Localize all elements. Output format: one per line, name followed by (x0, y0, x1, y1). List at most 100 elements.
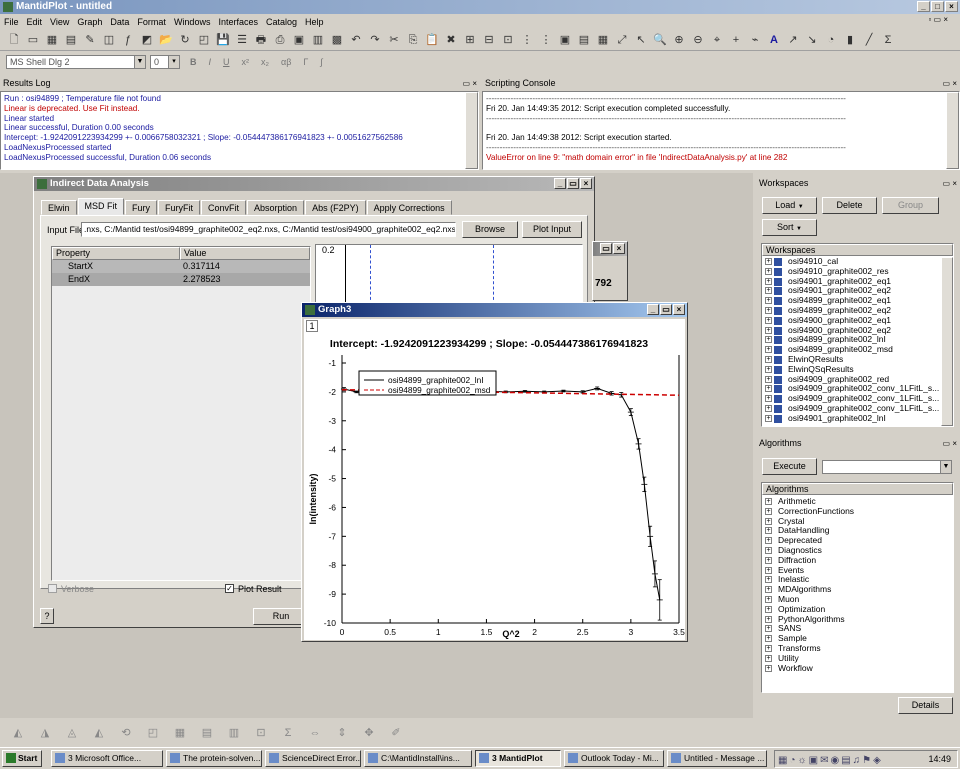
preview-endx-marker[interactable] (493, 245, 494, 305)
algorithm-category[interactable]: + CorrectionFunctions (762, 506, 953, 517)
results-log-scrollbar[interactable] (465, 92, 478, 169)
workspace-item[interactable]: + osi94899_graphite002_eq1 (762, 295, 940, 306)
restore-button[interactable]: ▭ (567, 178, 579, 189)
menu-file[interactable]: File (4, 16, 19, 27)
expand-icon[interactable]: + (765, 556, 772, 564)
menu-graph[interactable]: Graph (77, 16, 103, 27)
algorithm-category[interactable]: + MDAlgorithms (762, 584, 953, 595)
line-tool-icon[interactable]: ↘ (807, 33, 817, 46)
expand-icon[interactable]: + (765, 404, 772, 412)
new-matrix-icon[interactable]: ▤ (65, 33, 77, 46)
algorithm-category[interactable]: + Diffraction (762, 555, 953, 566)
font-combo[interactable]: MS Shell Dlg 2 ▼ (6, 55, 146, 69)
group-button[interactable]: Group (882, 197, 939, 214)
integral-button[interactable]: ∫ (320, 57, 323, 67)
italic-button[interactable]: I (208, 57, 212, 67)
expand-icon[interactable]: + (765, 605, 772, 613)
workspace-item[interactable]: + osi94899_graphite002_msd (762, 344, 940, 355)
sort-button[interactable]: Sort ▼ (762, 219, 817, 236)
expand-icon[interactable]: + (765, 644, 772, 652)
minimize-button[interactable]: _ (647, 304, 659, 315)
expand-icon[interactable]: + (765, 664, 772, 672)
algorithm-category[interactable]: + Muon (762, 594, 953, 605)
pointer-icon[interactable]: ↖ (636, 33, 646, 46)
expand-icon[interactable]: + (765, 316, 772, 324)
workspace-item[interactable]: + osi94899_graphite002_lnI (762, 334, 940, 345)
menu-catalog[interactable]: Catalog (265, 16, 298, 27)
new-project-icon[interactable]: 🗋 (9, 33, 19, 46)
tab-convfit[interactable]: ConvFit (201, 200, 247, 215)
layout-icon[interactable]: ⊞ (465, 33, 475, 46)
new-table-icon[interactable]: ▦ (46, 33, 58, 46)
move-vertical-icon[interactable]: ⇕ (337, 727, 347, 739)
taskbar-item[interactable]: 3 Microsoft Office... (51, 750, 163, 767)
zoom-in-icon[interactable]: ⊕ (674, 33, 684, 46)
load-button[interactable]: Load ▼ (762, 197, 817, 214)
underline-button[interactable]: U (223, 57, 230, 67)
workspace-item[interactable]: + osi94901_graphite002_eq2 (762, 285, 940, 296)
export-pdf-icon[interactable]: ⎙ (275, 33, 285, 46)
run-button[interactable]: Run (253, 608, 309, 625)
algorithm-category[interactable]: + Events (762, 565, 953, 576)
expand-icon[interactable]: + (765, 267, 772, 275)
redo-icon[interactable]: ↷ (370, 33, 380, 46)
restore-button[interactable]: ▭ (600, 243, 612, 254)
expand-icon[interactable]: + (765, 258, 772, 265)
sum-icon[interactable]: Σ (284, 727, 292, 739)
taskbar-item[interactable]: Untitled - Message ... (667, 750, 767, 767)
expand-icon[interactable]: + (765, 625, 772, 633)
expand-icon[interactable]: + (765, 586, 772, 594)
expand-icon[interactable]: + (765, 615, 772, 623)
close-button[interactable]: × (580, 178, 592, 189)
minimize-button[interactable]: _ (917, 1, 930, 12)
load-data-icon[interactable]: ◰ (198, 33, 210, 46)
workspace-tree[interactable]: Workspaces + osi94910_cal + osi94910_graphi… (761, 243, 954, 427)
menu-format[interactable]: Format (137, 16, 166, 27)
rotate-icon[interactable]: ⟲ (121, 727, 131, 739)
wireframe-icon[interactable]: ◮ (40, 727, 50, 739)
browse-button[interactable]: Browse (462, 221, 518, 238)
mdi-window-buttons[interactable]: ▫ ▭ × (928, 15, 948, 24)
expand-icon[interactable]: + (765, 414, 772, 422)
tab-fury[interactable]: Fury (125, 200, 158, 215)
pan-icon[interactable]: ✥ (364, 727, 374, 739)
algorithm-category[interactable]: + PythonAlgorithms (762, 614, 953, 625)
delete-icon[interactable]: ✖ (446, 33, 456, 46)
workspace-item[interactable]: + osi94909_graphite002_conv_1LFitL_s... (762, 393, 940, 404)
algorithm-category[interactable]: + Optimization (762, 604, 953, 615)
mesh-icon[interactable]: ◬ (67, 727, 77, 739)
superscript-button[interactable]: x² (241, 57, 250, 67)
undo-icon[interactable]: ↶ (351, 33, 361, 46)
workspace-item[interactable]: + osi94900_graphite002_eq1 (762, 315, 940, 326)
plot-input-button[interactable]: Plot Input (522, 221, 582, 238)
expand-icon[interactable]: + (765, 355, 772, 363)
new-3d-icon[interactable]: ◩ (141, 33, 153, 46)
tab-elwin[interactable]: Elwin (41, 200, 77, 215)
close-button[interactable]: × (613, 243, 625, 254)
algorithm-category[interactable]: + SANS (762, 623, 953, 634)
table-row[interactable]: EndX 2.278523 (52, 273, 310, 286)
zoom-icon[interactable]: 🔍 (653, 33, 667, 46)
print-icon[interactable]: 🖶 (255, 33, 267, 46)
subscript-button[interactable]: x₂ (261, 57, 270, 67)
property-value[interactable]: 0.317114 (183, 261, 220, 271)
algorithm-category[interactable]: + Workflow (762, 663, 953, 674)
workspace-item[interactable]: + osi94909_graphite002_red (762, 374, 940, 385)
expand-icon[interactable]: + (765, 365, 772, 373)
data-reader-icon[interactable]: ⌖ (713, 33, 721, 46)
move-horizontal-icon[interactable]: ⇔ (309, 727, 321, 739)
algorithm-category[interactable]: + Deprecated (762, 535, 953, 546)
zoom-fit-icon[interactable]: ⤢ (617, 33, 627, 46)
verbose-checkbox[interactable] (48, 584, 57, 593)
expand-icon[interactable]: + (765, 635, 772, 643)
matrix-icon[interactable]: ▥ (228, 727, 240, 739)
expand-icon[interactable]: + (765, 297, 772, 305)
workspace-item[interactable]: + osi94899_graphite002_eq2 (762, 305, 940, 316)
plot-result-checkbox[interactable]: ✓ (225, 584, 234, 593)
taskbar-item[interactable]: C:\MantidInstall\ins... (364, 750, 472, 767)
workspace-item[interactable]: + osi94900_graphite002_eq2 (762, 325, 940, 336)
algorithm-category[interactable]: + Inelastic (762, 574, 953, 585)
workspace-scrollbar[interactable] (941, 257, 953, 426)
save-icon[interactable]: 💾 (216, 33, 230, 46)
dock-float-close-buttons[interactable]: ▭ × (942, 179, 957, 188)
